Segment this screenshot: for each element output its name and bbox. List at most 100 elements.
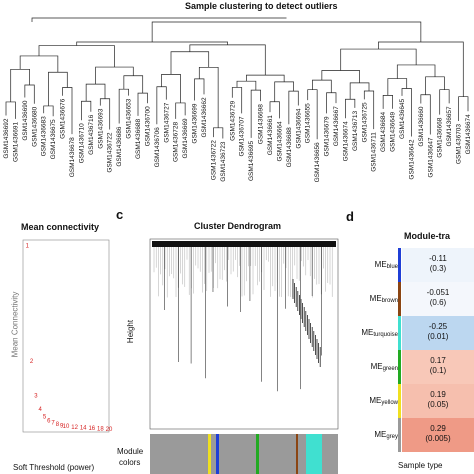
cluster-dendrogram — [149, 238, 339, 474]
data-point-label: 8 — [56, 422, 60, 428]
sample-label: GSM1436656 — [314, 142, 321, 182]
panel-c-title: Cluster Dendrogram — [194, 221, 282, 231]
sample-label: GSM1436669 — [182, 118, 189, 158]
sample-label: GSM1436684 — [380, 112, 387, 152]
panel-d-letter: d — [346, 209, 354, 224]
module-label: MEturquoise — [361, 328, 398, 338]
sample-label: GSM1436674 — [465, 114, 472, 154]
sample-label: GSM1436647 — [427, 137, 434, 177]
sample-label: GSM1436699 — [192, 103, 199, 143]
sample-label: GSM1436707 — [239, 116, 246, 156]
heatmap-cell: 0.19 (0.05) — [402, 384, 474, 418]
sample-label: GSM1436700 — [144, 106, 151, 146]
p-value: (0.05) — [427, 400, 449, 409]
module-color-segment — [208, 434, 211, 474]
data-point-label: 7 — [51, 420, 55, 426]
sample-label: GSM1436706 — [154, 127, 161, 167]
sample-label: GSM1436713 — [352, 110, 359, 150]
sample-label: GSM1436694 — [295, 108, 302, 148]
panel-d-title: Module-tra — [404, 231, 450, 241]
plot-frame — [22, 239, 110, 433]
sample-label: GSM1436664 — [276, 121, 283, 161]
sample-label: GSM1436675 — [50, 119, 57, 159]
panel-c-letter: c — [116, 207, 124, 222]
data-point-label: 3 — [34, 393, 38, 399]
sample-label: GSM1436679 — [324, 116, 331, 156]
sample-label: GSM1436690 — [22, 100, 29, 140]
data-point-label: 18 — [97, 426, 104, 432]
sample-label: GSM1436688 — [286, 127, 293, 167]
module-label: MEblue — [374, 260, 398, 270]
correlation-value: -0.11 — [429, 254, 447, 263]
sample-label: GSM1436722 — [210, 140, 217, 180]
heatmap-row: MEblue -0.11 (0.3) — [340, 248, 474, 282]
data-point-label: 16 — [88, 426, 95, 432]
sample-label: GSM1436692 — [3, 118, 10, 158]
data-point-label: 12 — [71, 425, 78, 431]
sample-label: GSM1436686 — [116, 126, 123, 166]
heatmap-row: MEturquoise -0.25 (0.01) — [340, 316, 474, 350]
module-color-bar — [398, 384, 401, 418]
module-color-bar — [398, 418, 401, 452]
sample-label: GSM1436722 — [107, 132, 114, 172]
sample-label: GSM1436727 — [163, 102, 170, 142]
sample-label: GSM1436695 — [248, 141, 255, 181]
heatmap-cell: -0.051 (0.6) — [402, 282, 474, 316]
correlation-value: 0.17 — [430, 356, 446, 365]
module-color-bar — [398, 248, 401, 282]
data-point-label: 14 — [80, 426, 87, 432]
sample-label: GSM1436642 — [408, 139, 415, 179]
sample-label: GSM1436698 — [258, 104, 265, 144]
sample-label: GSM1436710 — [78, 123, 85, 163]
correlation-value: 0.19 — [430, 390, 446, 399]
module-label: MEgreen — [370, 362, 398, 372]
module-color-segment — [306, 434, 322, 474]
sample-label: GSM1436723 — [220, 141, 227, 181]
sample-label: GSM1436703 — [456, 124, 463, 164]
module-color-segment — [256, 434, 259, 474]
sample-label: GSM1436660 — [418, 106, 425, 146]
sample-label: GSM1436674 — [342, 121, 349, 161]
heatmap-cell: -0.11 (0.3) — [402, 248, 474, 282]
plot-frame — [149, 238, 339, 430]
sample-label: GSM1436653 — [126, 98, 133, 138]
panel-d-xlabel: Sample type — [398, 461, 443, 470]
module-colors-label-1: Module — [117, 447, 144, 456]
sample-label: GSM1436678 — [69, 137, 76, 177]
panel-b-title: Mean connectivity — [21, 222, 100, 232]
sample-label: GSM1436662 — [201, 97, 208, 137]
module-color-segment — [216, 434, 219, 474]
sample-label: GSM1436729 — [229, 100, 236, 140]
panel-b-xlabel: Soft Threshold (power) — [13, 463, 95, 472]
sample-label: GSM1436655 — [305, 103, 312, 143]
data-point-label: 20 — [106, 427, 113, 433]
heatmap-cell: -0.25 (0.01) — [402, 316, 474, 350]
p-value: (0.1) — [429, 366, 447, 375]
sample-label: GSM1436680 — [31, 106, 38, 146]
sample-label: GSM1436668 — [437, 117, 444, 157]
sample-label: GSM1436711 — [371, 132, 378, 172]
data-point-label: 2 — [30, 359, 34, 365]
sample-label: GSM1436661 — [267, 115, 274, 155]
sample-label: GSM1436645 — [399, 98, 406, 138]
module-trait-heatmap: MEblue -0.11 (0.3) MEbrown -0.051 (0.6) MEturq… — [340, 248, 474, 458]
module-color-segment — [296, 434, 298, 474]
heatmap-cell: 0.29 (0.005) — [402, 418, 474, 452]
heatmap-cell: 0.17 (0.1) — [402, 350, 474, 384]
sample-label: GSM1436693 — [97, 108, 104, 148]
data-point-label: 9 — [60, 423, 64, 429]
correlation-value: -0.051 — [426, 288, 450, 297]
sample-label: GSM1436657 — [446, 106, 453, 146]
p-value: (0.6) — [429, 298, 447, 307]
sample-label: GSM1436683 — [41, 116, 48, 156]
data-point-label: 1 — [26, 244, 30, 250]
sample-label: GSM1436728 — [173, 122, 180, 162]
sample-label: GSM1436691 — [12, 122, 19, 162]
heatmap-row: MEgrey 0.29 (0.005) — [340, 418, 474, 452]
heatmap-row: MEgreen 0.17 (0.1) — [340, 350, 474, 384]
heatmap-row: MEyellow 0.19 (0.05) — [340, 384, 474, 418]
module-color-bar — [398, 350, 401, 384]
module-color-bar — [398, 316, 401, 350]
